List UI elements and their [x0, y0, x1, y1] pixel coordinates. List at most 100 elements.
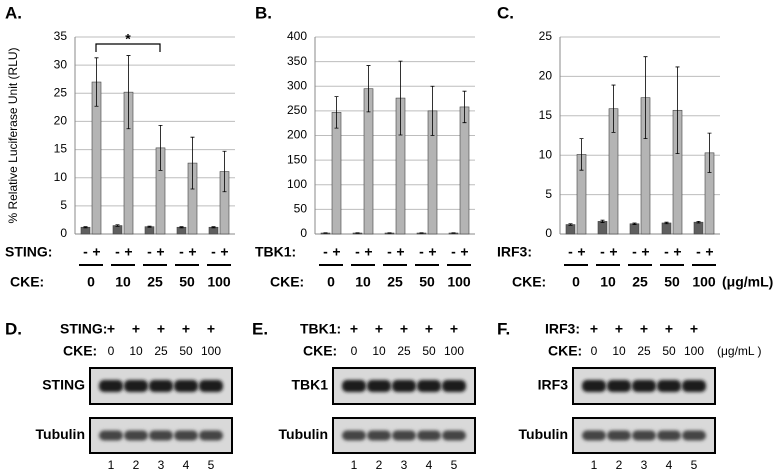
series-label: - [323, 244, 328, 260]
cke-value: 50 [662, 344, 676, 358]
series-label: - [147, 244, 152, 260]
bar [112, 225, 123, 235]
y-tick-label: 5 [60, 198, 67, 212]
x-tick-label: 50 [664, 274, 680, 290]
error-bar [643, 56, 648, 140]
blot-band [199, 430, 223, 441]
error-bar [579, 138, 584, 171]
factor-level: + [375, 321, 383, 337]
series-label: - [115, 244, 120, 260]
panel-label: C. [497, 3, 514, 22]
factor-level: + [590, 321, 598, 337]
series-label: - [179, 244, 184, 260]
unit-label: (μg/mL ) [717, 344, 761, 358]
lane-number: 2 [616, 458, 623, 472]
cke-value: 10 [372, 344, 386, 358]
series-label: + [364, 244, 372, 260]
unit-label: (μg/mL) [722, 274, 773, 290]
blot-band [124, 380, 148, 392]
series-label: + [332, 244, 340, 260]
cke-value: 50 [179, 344, 193, 358]
factor-level: + [350, 321, 358, 337]
blot-band [99, 430, 123, 441]
series-label: + [609, 244, 617, 260]
blot-band [417, 380, 441, 392]
lane-number: 3 [158, 458, 165, 472]
blot-row-label: TBK1 [291, 377, 328, 393]
factor-level: + [690, 321, 698, 337]
blot-band [392, 430, 416, 441]
error-bar [707, 132, 712, 173]
error-bar [222, 150, 227, 193]
cke-label: CKE: [270, 274, 304, 290]
cke-value: 100 [684, 344, 704, 358]
blot-band [582, 380, 606, 392]
blot-band [442, 380, 466, 392]
y-tick-label: 20 [539, 69, 553, 83]
error-bar [179, 226, 184, 229]
blot-band [199, 380, 223, 392]
blot-band [417, 430, 441, 441]
cke-value: 10 [129, 344, 143, 358]
bar [661, 222, 672, 235]
y-tick-label: 0 [300, 226, 307, 240]
lane-number: 3 [641, 458, 648, 472]
error-bar [696, 220, 701, 224]
cke-label: CKE: [303, 343, 337, 359]
series-label: + [641, 244, 649, 260]
bar [176, 226, 187, 235]
error-bar [675, 66, 680, 155]
blot-band [442, 430, 466, 441]
error-bar [211, 226, 216, 229]
y-tick-label: 0 [545, 226, 552, 240]
lane-number: 1 [351, 458, 358, 472]
y-tick-label: 150 [287, 152, 307, 166]
blot-band [342, 380, 366, 392]
y-axis-label: % Relative Luciferase Unit (RLU) [6, 47, 20, 223]
bar [693, 221, 704, 235]
blot-band [174, 430, 198, 441]
series-label: - [632, 244, 637, 260]
x-tick-label: 0 [572, 274, 580, 290]
error-bar [611, 84, 616, 133]
series-label: + [220, 244, 228, 260]
blot-band [367, 380, 391, 392]
error-bar [94, 57, 99, 107]
factor-label: IRF3: [497, 244, 532, 260]
bar [565, 224, 576, 235]
x-tick-label: 25 [387, 274, 403, 290]
x-tick-label: 25 [147, 274, 163, 290]
blot-band [682, 430, 706, 441]
error-bar [366, 65, 371, 113]
cke-label: CKE: [10, 274, 44, 290]
y-tick-label: 15 [54, 142, 68, 156]
lane-number: 2 [133, 458, 140, 472]
cke-value: 100 [444, 344, 464, 358]
error-bar [126, 55, 131, 130]
lane-number: 5 [451, 458, 458, 472]
x-tick-label: 100 [207, 274, 231, 290]
blot-band [149, 380, 173, 392]
series-label: + [460, 244, 468, 260]
factor-level: + [400, 321, 408, 337]
x-tick-label: 100 [692, 274, 716, 290]
y-tick-label: 400 [287, 29, 307, 43]
y-tick-label: 10 [539, 147, 553, 161]
series-label: - [211, 244, 216, 260]
error-bar [115, 224, 120, 227]
y-tick-label: 25 [539, 29, 553, 43]
series-label: + [188, 244, 196, 260]
x-tick-label: 10 [115, 274, 131, 290]
blot-band [174, 380, 198, 392]
blot-band [657, 430, 681, 441]
panel-label: D. [5, 319, 22, 338]
series-label: - [451, 244, 456, 260]
lane-number: 1 [591, 458, 598, 472]
lane-number: 4 [426, 458, 433, 472]
y-tick-label: 200 [287, 128, 307, 142]
factor-level: + [132, 321, 140, 337]
y-tick-label: 300 [287, 78, 307, 92]
x-tick-label: 10 [600, 274, 616, 290]
error-bar [158, 124, 163, 171]
